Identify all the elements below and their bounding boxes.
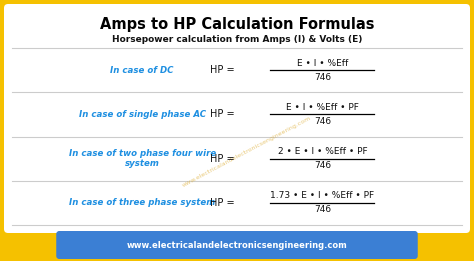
Text: 746: 746 [314, 205, 331, 214]
Text: HP =: HP = [210, 109, 235, 119]
Text: In case of three phase system: In case of three phase system [69, 198, 215, 207]
Text: HP =: HP = [210, 154, 235, 164]
Text: Amps to HP Calculation Formulas: Amps to HP Calculation Formulas [100, 16, 374, 32]
FancyBboxPatch shape [56, 231, 418, 259]
Text: 746: 746 [314, 161, 331, 170]
Text: HP =: HP = [210, 198, 235, 208]
Text: E • I • %Eff: E • I • %Eff [297, 59, 348, 68]
Text: In case of DC: In case of DC [110, 66, 174, 75]
Text: HP =: HP = [210, 65, 235, 75]
Text: In case of single phase AC: In case of single phase AC [79, 110, 206, 119]
Text: Horsepower calculation from Amps (I) & Volts (E): Horsepower calculation from Amps (I) & V… [112, 35, 362, 44]
Text: 1.73 • E • I • %Eff • PF: 1.73 • E • I • %Eff • PF [270, 191, 374, 200]
Text: In case of two phase four wire
system: In case of two phase four wire system [69, 149, 216, 168]
Text: E • I • %Eff • PF: E • I • %Eff • PF [286, 103, 359, 112]
Text: 746: 746 [314, 117, 331, 126]
Text: www.electricalandelectronicsengineering.com: www.electricalandelectronicsengineering.… [181, 115, 312, 188]
FancyBboxPatch shape [4, 4, 470, 233]
Text: 2 • E • I • %Eff • PF: 2 • E • I • %Eff • PF [277, 147, 367, 156]
Text: 746: 746 [314, 73, 331, 82]
Text: www.electricalandelectronicsengineering.com: www.electricalandelectronicsengineering.… [127, 240, 347, 250]
